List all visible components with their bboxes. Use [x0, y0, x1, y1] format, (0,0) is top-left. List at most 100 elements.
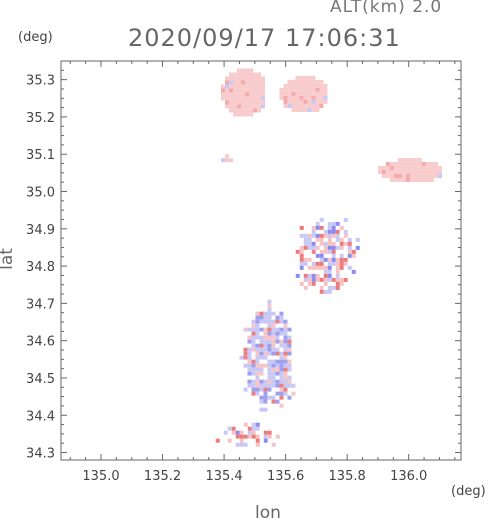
heatmap-cell: [299, 83, 304, 88]
heatmap-cell: [339, 265, 344, 270]
heatmap-cell: [433, 161, 438, 166]
heatmap-cell: [233, 108, 237, 113]
heatmap-cell: [287, 95, 292, 100]
heatmap-cell: [251, 371, 256, 376]
heatmap-cell: [291, 95, 296, 100]
heatmap-cell: [263, 315, 268, 320]
heatmap-cell: [351, 257, 356, 262]
heatmap-cell: [327, 265, 332, 270]
heatmap-cell: [327, 225, 332, 230]
heatmap-cell: [251, 355, 256, 360]
x-tick-label: 136.0: [390, 469, 427, 484]
heatmap-cell: [257, 80, 261, 85]
heatmap-cell: [237, 84, 241, 89]
heatmap-cell: [283, 391, 288, 396]
heatmap-cell: [251, 387, 256, 392]
heatmap-cell: [335, 269, 340, 274]
heatmap-cell: [271, 434, 276, 439]
heatmap-cell: [279, 343, 284, 348]
x-tick-label: 135.0: [82, 469, 119, 484]
heatmap-cell: [237, 104, 241, 109]
y-tick-label: 35.0: [26, 186, 55, 201]
heatmap-cell: [239, 438, 244, 443]
heatmap-cell: [393, 177, 398, 182]
heatmap-cell: [291, 83, 296, 88]
heatmap-cell: [347, 237, 352, 242]
heatmap-cell: [259, 355, 264, 360]
heatmap-cell: [287, 383, 292, 388]
heatmap-cell: [397, 161, 402, 166]
heatmap-cell: [247, 359, 252, 364]
heatmap-cell: [259, 343, 264, 348]
heatmap-cell: [271, 355, 276, 360]
heatmap-cell: [275, 319, 280, 324]
heatmap-cell: [331, 229, 336, 234]
heatmap-cell: [279, 323, 284, 328]
heatmap-cell: [251, 319, 256, 324]
heatmap-cell: [303, 103, 308, 108]
heatmap-cell: [343, 245, 348, 250]
heatmap-cell: [267, 299, 272, 304]
heatmap-cell: [253, 108, 257, 113]
heatmap-cell: [279, 375, 284, 380]
heatmap-cell: [267, 343, 272, 348]
heatmap-cell: [319, 95, 324, 100]
heatmap-cell: [229, 80, 233, 85]
heatmap-cell: [315, 241, 320, 246]
heatmap-cell: [307, 99, 312, 104]
heatmap-cell: [267, 347, 272, 352]
heatmap-cell: [397, 157, 402, 162]
heatmap-cell: [271, 363, 276, 368]
heatmap-cell: [263, 375, 268, 380]
heatmap-cell: [343, 265, 348, 270]
heatmap-cell: [283, 99, 288, 104]
heatmap-cell: [339, 253, 344, 258]
heatmap-cell: [319, 91, 324, 96]
heatmap-cell: [327, 277, 332, 282]
heatmap-cell: [331, 225, 336, 230]
heatmap-cell: [299, 249, 304, 254]
heatmap-cell: [233, 80, 237, 85]
heatmap-cell: [303, 257, 308, 262]
heatmap-cell: [271, 339, 276, 344]
heatmap-cell: [299, 261, 304, 266]
heatmap-cell: [393, 169, 398, 174]
heatmap-cell: [327, 249, 332, 254]
heatmap-cell: [267, 438, 272, 443]
heatmap-cell: [307, 83, 312, 88]
heatmap-cell: [259, 327, 264, 332]
heatmap-cell: [267, 323, 272, 328]
heatmap-cell: [247, 430, 252, 435]
heatmap-cell: [251, 323, 256, 328]
heatmap-cell: [255, 426, 260, 431]
heatmap-cell: [251, 426, 256, 431]
heatmap-cell: [255, 442, 260, 447]
heatmap-cell: [279, 327, 284, 332]
heatmap-cell: [275, 343, 280, 348]
heatmap-cell: [245, 104, 249, 109]
heatmap-cell: [299, 107, 304, 112]
heatmap-cell: [323, 87, 328, 92]
heatmap-cell: [271, 430, 276, 435]
heatmap-cell: [241, 108, 245, 113]
heatmap-cell: [229, 92, 233, 97]
heatmap-cell: [299, 253, 304, 258]
heatmap-cell: [331, 257, 336, 262]
heatmap-cell: [389, 169, 394, 174]
heatmap-cell: [327, 257, 332, 262]
heatmap-cell: [283, 335, 288, 340]
heatmap-cell: [249, 92, 253, 97]
heatmap-cell: [247, 327, 252, 332]
heatmap-cell: [279, 331, 284, 336]
heatmap-cell: [287, 327, 292, 332]
heatmap-cell: [237, 108, 241, 113]
heatmap-cell: [263, 387, 268, 392]
heatmap-cell: [295, 75, 300, 80]
heatmap-cell: [385, 169, 390, 174]
heatmap-cell: [255, 343, 260, 348]
heatmap-cell: [323, 281, 328, 286]
heatmap-cell: [275, 339, 280, 344]
heatmap-cell: [287, 351, 292, 356]
heatmap-cell: [235, 438, 240, 443]
heatmap-cell: [253, 84, 257, 89]
